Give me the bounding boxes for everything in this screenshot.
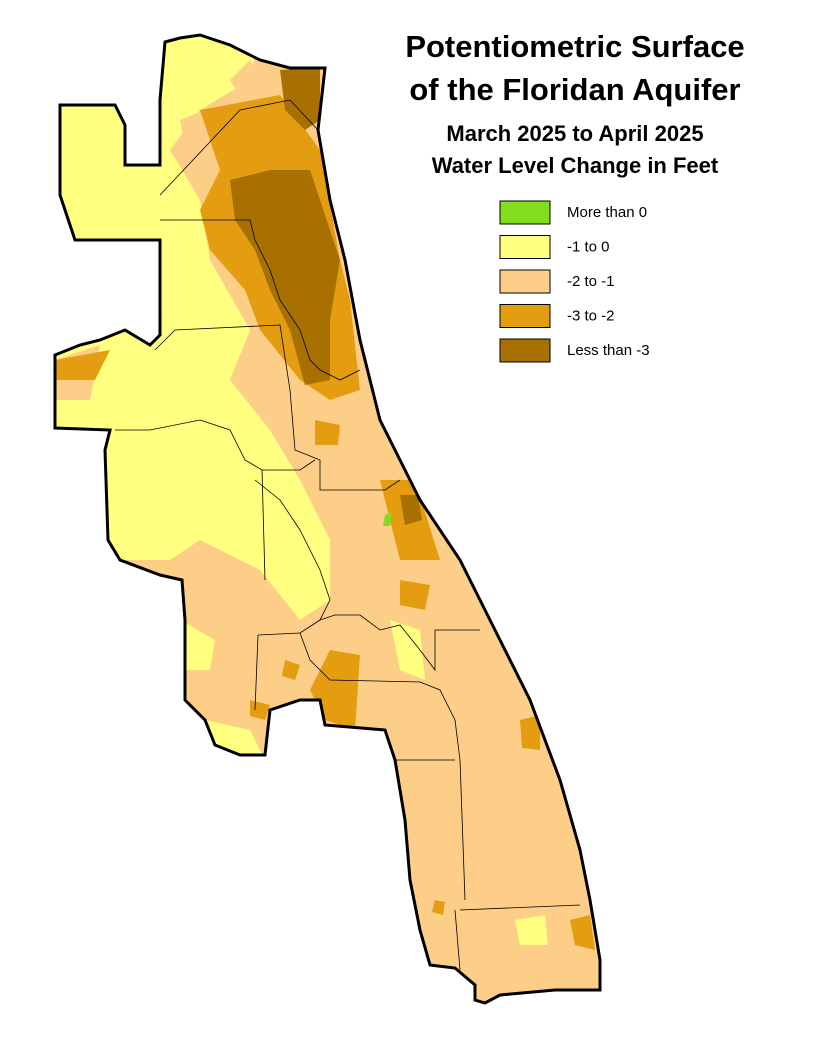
legend: More than 0 -1 to 0 -2 to -1 -3 to -2 Less t… <box>499 200 650 363</box>
map-subtitle: Water Level Change in Feet <box>432 153 719 178</box>
county-lines <box>115 99 581 971</box>
zone <box>60 100 548 945</box>
zone <box>383 512 392 526</box>
legend-swatch <box>499 269 551 294</box>
map-subtitle: March 2025 to April 2025 <box>446 121 703 146</box>
legend-label: More than 0 <box>567 204 647 221</box>
legend-swatch <box>499 235 551 259</box>
map-title: Potentiometric Surface <box>405 29 744 64</box>
map-title: of the Floridan Aquifer <box>409 72 740 107</box>
legend-swatch <box>499 304 551 328</box>
legend-label: Less than -3 <box>567 342 650 359</box>
legend-swatch <box>499 200 551 225</box>
legend-label: -1 to 0 <box>567 238 610 255</box>
legend-swatch <box>499 338 551 363</box>
zone <box>230 68 422 525</box>
legend-label: -2 to -1 <box>567 273 615 290</box>
legend-label: -3 to -2 <box>567 307 615 324</box>
